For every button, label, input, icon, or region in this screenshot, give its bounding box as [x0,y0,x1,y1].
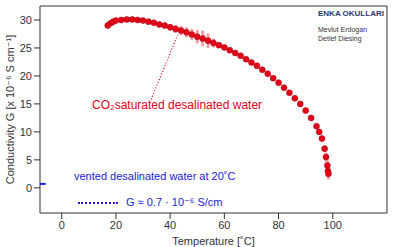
html-text:Mevlut Erdogan: Mevlut Erdogan [318,26,367,33]
svg-text:30: 30 [20,14,32,26]
svg-text:60: 60 [218,219,230,231]
svg-text:100: 100 [324,219,342,231]
html-text:G ≈ 0.7 · 10⁻⁶ S/cm: G ≈ 0.7 · 10⁻⁶ S/cm [126,196,223,208]
svg-text:10: 10 [20,126,32,138]
svg-text:20: 20 [110,219,122,231]
svg-text:5: 5 [26,154,32,166]
html-text:Detlef Diesing: Detlef Diesing [318,35,362,42]
html-text:CO₂saturated desalinated water: CO₂saturated desalinated water [92,98,263,112]
svg-text:Conductivity G [x 10⁻⁶ S cm⁻¹]: Conductivity G [x 10⁻⁶ S cm⁻¹] [8,35,16,184]
html-text:ENKA OKULLARI: ENKA OKULLARI [318,9,384,18]
svg-text:Temperature [˚C]: Temperature [˚C] [172,235,255,247]
svg-text:0: 0 [26,182,32,194]
svg-text:15: 15 [20,98,32,110]
svg-text:0: 0 [59,219,65,231]
html-text:vented desalinated water at 20: vented desalinated water at 20˚C [74,170,236,182]
svg-text:20: 20 [20,70,32,82]
svg-text:80: 80 [272,219,284,231]
svg-text:40: 40 [164,219,176,231]
svg-text:25: 25 [20,42,32,54]
